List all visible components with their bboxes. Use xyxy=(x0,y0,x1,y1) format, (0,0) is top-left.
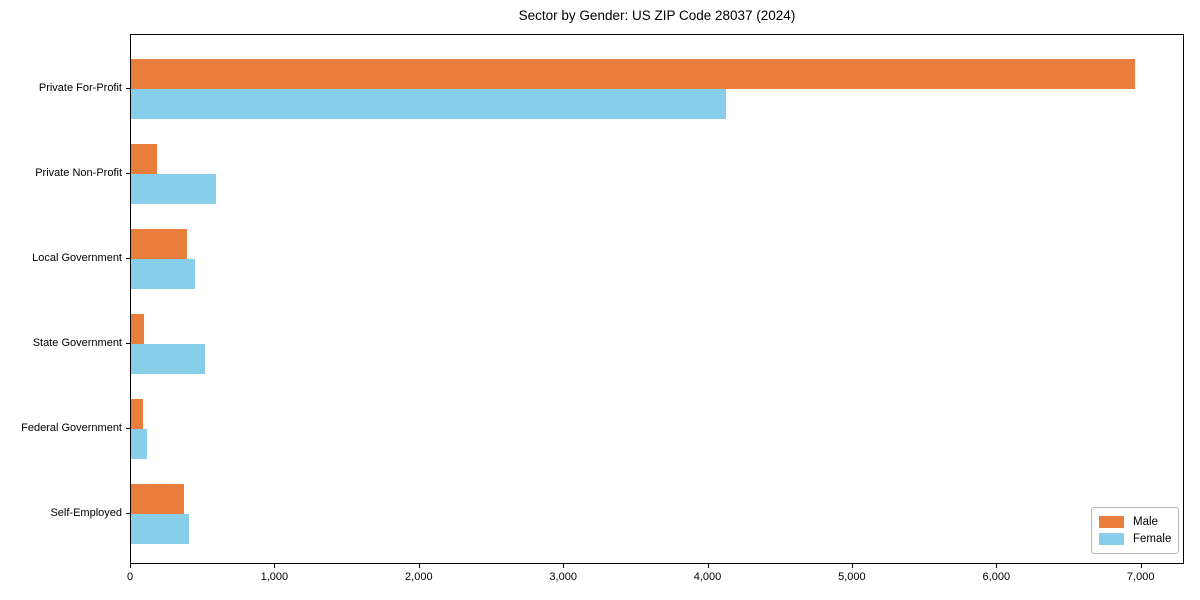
x-tick-mark xyxy=(130,564,131,568)
bar-male-self-employed xyxy=(131,484,185,514)
legend: Male Female xyxy=(1091,507,1179,554)
legend-label-female: Female xyxy=(1133,533,1172,545)
bar-female-private-non-profit xyxy=(131,174,217,204)
bar-male-private-for-profit xyxy=(131,59,1135,89)
bar-female-self-employed xyxy=(131,514,189,544)
x-tick-label: 3,000 xyxy=(549,571,577,583)
plot-area xyxy=(130,34,1184,564)
x-tick-label: 0 xyxy=(126,571,134,583)
legend-item-female: Female xyxy=(1099,533,1178,545)
bar-female-federal-government xyxy=(131,429,147,459)
chart-title: Sector by Gender: US ZIP Code 28037 (202… xyxy=(518,8,796,23)
bar-female-private-for-profit xyxy=(131,89,726,119)
y-axis-label-local-government: Local Government xyxy=(32,252,122,264)
y-axis-label-state-government: State Government xyxy=(32,337,122,349)
x-tick-mark xyxy=(563,564,565,568)
legend-swatch-female xyxy=(1099,533,1124,545)
x-tick-label: 4,000 xyxy=(693,571,722,583)
y-tick-mark xyxy=(126,343,130,344)
y-tick-mark xyxy=(126,513,130,514)
bar-female-state-government xyxy=(131,344,205,374)
legend-item-male: Male xyxy=(1099,516,1178,528)
x-tick-label: 1,000 xyxy=(260,571,289,583)
y-tick-mark xyxy=(126,258,130,259)
x-tick-label: 2,000 xyxy=(405,571,433,583)
y-axis-label-private-for-profit: Private For-Profit xyxy=(38,82,122,94)
y-tick-mark xyxy=(126,428,130,429)
x-tick-mark xyxy=(851,564,853,568)
bar-male-state-government xyxy=(131,314,144,344)
y-axis-label-private-non-profit: Private Non-Profit xyxy=(35,167,122,179)
bar-female-local-government xyxy=(131,259,195,289)
x-tick-mark xyxy=(274,564,276,568)
y-axis-label-federal-government: Federal Government xyxy=(21,422,122,434)
legend-swatch-male xyxy=(1099,516,1124,528)
x-tick-mark xyxy=(1140,564,1142,568)
y-axis-label-self-employed: Self-Employed xyxy=(50,507,122,519)
x-tick-mark xyxy=(418,564,420,568)
bar-male-private-non-profit xyxy=(131,144,157,174)
x-tick-mark xyxy=(707,564,709,568)
x-tick-label: 7,000 xyxy=(1126,571,1155,583)
y-tick-mark xyxy=(126,173,130,174)
x-tick-label: 6,000 xyxy=(982,571,1011,583)
x-tick-mark xyxy=(996,564,998,568)
bar-male-federal-government xyxy=(131,399,143,429)
bar-male-local-government xyxy=(131,229,188,259)
legend-label-male: Male xyxy=(1133,516,1158,528)
y-tick-mark xyxy=(126,88,130,89)
x-tick-label: 5,000 xyxy=(838,571,866,583)
